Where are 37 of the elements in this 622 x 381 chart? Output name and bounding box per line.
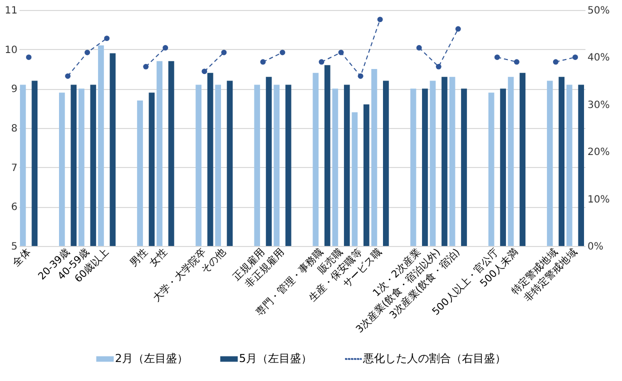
legend-label: 悪化した人の割合（右目盛） (362, 352, 506, 365)
point (143, 64, 149, 70)
y2-tick-label: 20% (588, 147, 610, 158)
point (494, 54, 500, 60)
y2-tick-label: 50% (588, 6, 610, 16)
legend-label: 5月（左目盛） (239, 352, 312, 365)
point (221, 50, 227, 56)
point (358, 73, 364, 79)
y-tick-label: 8 (11, 124, 18, 134)
point (280, 50, 286, 56)
point (514, 59, 520, 65)
y2-tick-label: 0% (588, 242, 604, 252)
y2-tick-label: 10% (588, 194, 610, 206)
point (552, 59, 558, 65)
legend-label: 2月（左目盛） (115, 352, 188, 365)
y-tick-label: 9 (11, 84, 18, 96)
point (202, 68, 208, 74)
point (162, 45, 168, 50)
point (436, 64, 442, 70)
y2-tick-label: 40% (588, 52, 610, 64)
point (104, 36, 110, 42)
point (84, 50, 90, 56)
point (416, 45, 422, 50)
point (318, 59, 324, 65)
y-tick-label: 10 (4, 44, 18, 56)
point (26, 54, 32, 60)
y-tick-label: 7 (11, 162, 18, 174)
point (572, 54, 578, 60)
point (65, 73, 71, 79)
point (455, 26, 461, 32)
y2-tick-label: 30% (588, 100, 610, 111)
point (377, 16, 383, 22)
point (260, 59, 266, 65)
y-tick-label: 5 (11, 242, 18, 252)
point (338, 50, 344, 56)
y-tick-label: 11 (4, 6, 18, 16)
y-tick-label: 6 (11, 202, 18, 214)
